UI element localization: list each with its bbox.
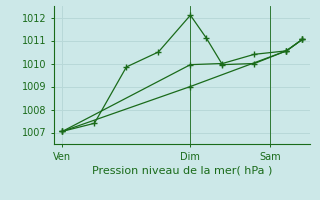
- X-axis label: Pression niveau de la mer( hPa ): Pression niveau de la mer( hPa ): [92, 166, 273, 176]
